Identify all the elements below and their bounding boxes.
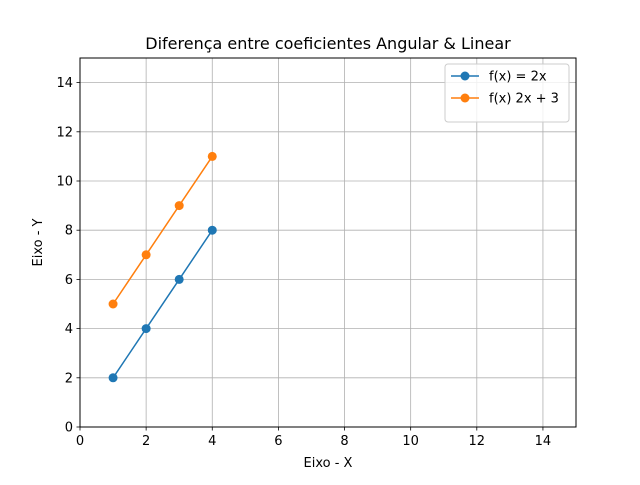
legend-box — [444, 63, 570, 123]
y-tick-label: 10 — [56, 175, 73, 190]
legend: f(x) = 2x f(x) 2x + 3 — [444, 63, 570, 123]
y-tick-label: 0 — [65, 421, 73, 436]
x-tick-label: 10 — [402, 434, 419, 449]
data-point — [108, 373, 118, 383]
series-line — [112, 155, 213, 305]
x-axis-label: Eixo - X — [304, 456, 353, 471]
y-axis-label: Eixo - Y — [31, 218, 46, 266]
chart-title: Diferença entre coeficientes Angular & L… — [145, 34, 511, 53]
legend-marker — [460, 71, 470, 81]
series-1 — [108, 225, 217, 383]
series-line — [112, 229, 213, 379]
series-layer — [108, 151, 217, 383]
y-tick-label: 6 — [65, 273, 73, 288]
x-tick-label: 2 — [142, 434, 150, 449]
plot-area-frame — [79, 57, 577, 428]
x-tick-label: 4 — [208, 434, 216, 449]
data-point — [174, 274, 184, 284]
data-point — [174, 201, 184, 211]
y-tick-label: 14 — [56, 76, 73, 91]
legend-label: f(x) = 2x — [489, 70, 547, 85]
x-tick-label: 14 — [535, 434, 552, 449]
data-point — [207, 225, 217, 235]
data-point — [207, 151, 217, 161]
legend-label: f(x) 2x + 3 — [489, 92, 559, 107]
x-tick-label: 8 — [340, 434, 348, 449]
data-point — [141, 250, 151, 260]
legend-item: f(x) = 2x — [451, 70, 547, 85]
data-point — [141, 324, 151, 334]
y-tick-label: 8 — [65, 224, 73, 239]
x-tick-label: 0 — [76, 434, 84, 449]
series-2 — [108, 151, 217, 309]
x-tick-label: 12 — [469, 434, 486, 449]
legend-item: f(x) 2x + 3 — [451, 92, 559, 107]
data-point — [108, 299, 118, 309]
legend-marker — [460, 93, 470, 103]
y-tick-label: 4 — [65, 322, 73, 337]
x-tick-label: 6 — [274, 434, 282, 449]
axis-ticks: 0 2 4 6 8 10 12 14 0 2 4 6 8 10 12 14 — [56, 76, 551, 449]
y-tick-label: 2 — [65, 371, 73, 386]
y-tick-label: 12 — [56, 125, 73, 140]
